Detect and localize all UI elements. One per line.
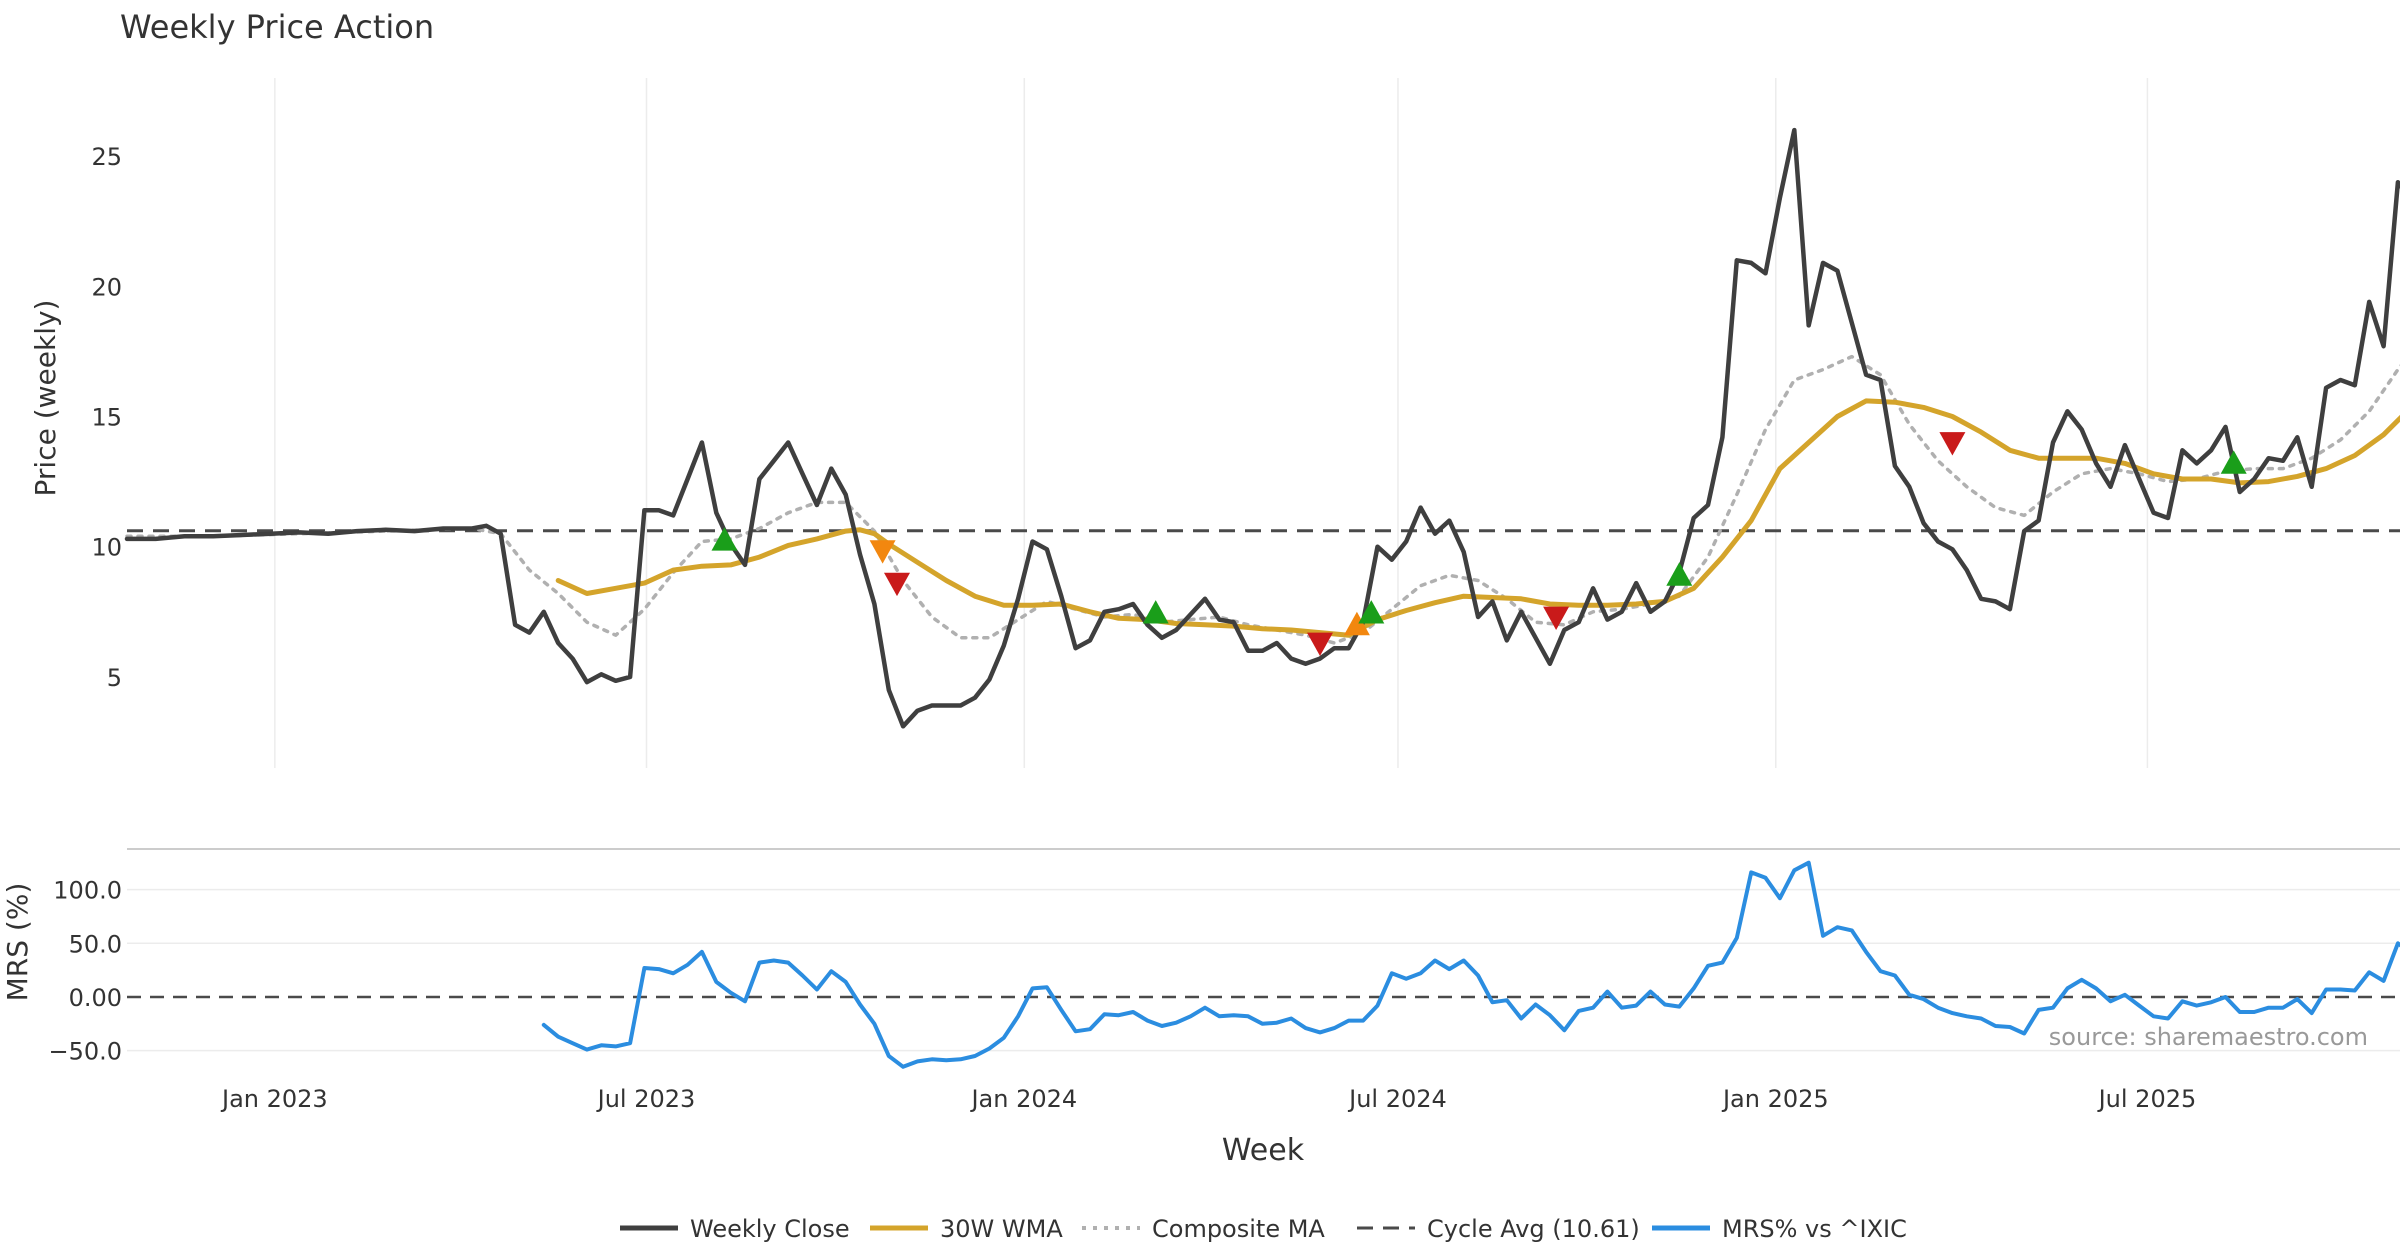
x-tick-label: Jul 2025 bbox=[2097, 1085, 2197, 1113]
mrs-y-axis-label: MRS (%) bbox=[1, 883, 34, 1002]
signal-marker-green-up bbox=[711, 527, 738, 551]
legend-label: Weekly Close bbox=[690, 1215, 850, 1243]
signal-marker-orange-down bbox=[869, 540, 896, 564]
x-axis-ticks: Jan 2023 Jul 2023 Jan 2024 Jul 2024 Jan 2025… bbox=[220, 1085, 2196, 1113]
signal-marker-red-down bbox=[884, 572, 910, 597]
price-y-ticks: 5 10 15 20 25 bbox=[91, 143, 122, 692]
signal-marker-orange-up bbox=[1343, 611, 1370, 636]
signal-marker-green-up bbox=[2220, 450, 2247, 474]
mrs-y-tick-label: 0.00 bbox=[69, 984, 122, 1012]
legend-cycle-avg: Cycle Avg (10.61) bbox=[1357, 1215, 1640, 1243]
signal-marker-green-up bbox=[1358, 600, 1385, 624]
mrs-y-tick-label: −50.0 bbox=[48, 1038, 122, 1066]
mrs-line bbox=[541, 860, 2400, 1069]
price-y-tick-label: 25 bbox=[91, 143, 122, 171]
mrs-y-tick-label: 100.0 bbox=[53, 877, 122, 905]
x-axis-label: Week bbox=[1222, 1133, 1305, 1168]
legend-mrs: MRS% vs ^IXIC bbox=[1652, 1215, 1907, 1243]
mrs-grid bbox=[127, 888, 2400, 1052]
price-y-tick-label: 15 bbox=[91, 403, 122, 431]
legend-wma: 30W WMA bbox=[870, 1215, 1063, 1243]
price-y-axis-label: Price (weekly) bbox=[29, 300, 62, 497]
x-tick-label: Jan 2025 bbox=[1721, 1085, 1829, 1113]
x-tick-label: Jul 2023 bbox=[596, 1085, 696, 1113]
signal-marker-red-down bbox=[1939, 432, 1966, 456]
mrs-y-ticks: 100.0 50.0 0.00 −50.0 bbox=[48, 877, 122, 1066]
composite-ma-line bbox=[125, 354, 2400, 645]
chart-legend: Weekly Close 30W WMA Composite MA Cycle Avg… bbox=[620, 1215, 1907, 1243]
price-grid bbox=[274, 78, 2149, 768]
price-y-tick-label: 20 bbox=[91, 273, 122, 301]
chart-title: Weekly Price Action bbox=[120, 8, 434, 46]
legend-weekly-close: Weekly Close bbox=[620, 1215, 850, 1243]
signal-marker-green-up bbox=[1142, 600, 1169, 624]
legend-label: Composite MA bbox=[1152, 1215, 1325, 1243]
legend-label: MRS% vs ^IXIC bbox=[1722, 1215, 1907, 1243]
series-layer bbox=[124, 127, 2400, 1069]
wma-30w-line bbox=[555, 398, 2400, 638]
price-y-tick-label: 5 bbox=[107, 664, 122, 692]
x-tick-label: Jan 2023 bbox=[220, 1085, 328, 1113]
signals-layer bbox=[711, 432, 2247, 656]
legend-label: 30W WMA bbox=[940, 1215, 1063, 1243]
signal-marker-red-down bbox=[1307, 632, 1333, 656]
x-tick-label: Jul 2024 bbox=[1347, 1085, 1447, 1113]
weekly-close-line bbox=[124, 127, 2400, 729]
source-note: source: sharemaestro.com bbox=[2049, 1023, 2368, 1051]
price-y-tick-label: 10 bbox=[91, 534, 122, 562]
mrs-y-tick-label: 50.0 bbox=[69, 930, 122, 958]
legend-composite-ma: Composite MA bbox=[1082, 1215, 1325, 1243]
x-tick-label: Jan 2024 bbox=[969, 1085, 1077, 1113]
legend-label: Cycle Avg (10.61) bbox=[1427, 1215, 1640, 1243]
signal-marker-red-down bbox=[1543, 606, 1570, 630]
signal-marker-green-up bbox=[1666, 562, 1693, 586]
